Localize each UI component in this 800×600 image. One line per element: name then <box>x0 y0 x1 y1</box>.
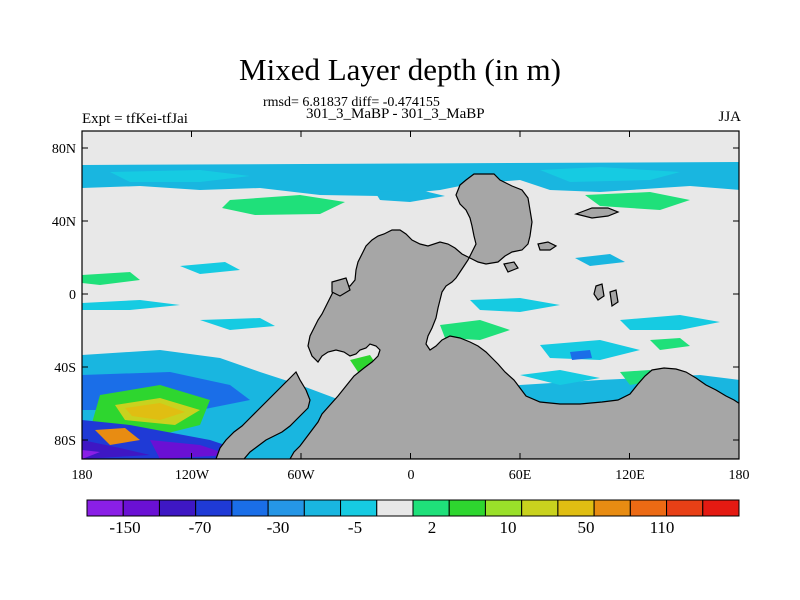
lat-tick-label: 0 <box>69 288 76 303</box>
anomaly-patch <box>150 440 230 459</box>
colorbar-swatch <box>122 499 160 517</box>
land-mass <box>503 261 519 273</box>
anomaly-patch <box>575 254 625 266</box>
colorbar-swatch <box>267 499 305 517</box>
land-mass <box>593 283 605 301</box>
land-mass <box>215 370 311 459</box>
stats-line: rmsd= 6.81837 diff= -0.474155 <box>263 95 440 110</box>
land-mass <box>609 289 619 308</box>
lon-tick-label: 60W <box>287 468 315 483</box>
land-mass <box>537 241 558 251</box>
colorbar-swatch <box>666 499 704 517</box>
colorbar-swatch <box>376 499 414 517</box>
anomaly-patch <box>570 350 592 360</box>
colorbar-label: 50 <box>578 518 595 537</box>
colorbar-swatch <box>303 499 342 517</box>
anomaly-patch <box>110 170 250 182</box>
land-mass <box>331 277 351 297</box>
anomaly-patch <box>82 450 100 459</box>
anomaly-patch <box>95 428 140 445</box>
colorbar-swatch <box>340 499 378 517</box>
anomaly-patch <box>180 262 240 274</box>
colorbar-labels: -150 -70 -30 -5 2 10 50 110 <box>109 518 674 537</box>
colorbar-swatch <box>702 499 740 517</box>
colorbar-swatch <box>557 499 595 517</box>
anomaly-patch <box>540 167 680 182</box>
lat-tick-label: 80N <box>52 142 76 157</box>
anomaly-patch <box>440 320 510 340</box>
anomaly-patch <box>620 315 720 330</box>
colorbar <box>86 499 740 517</box>
experiment-names: 301_3_MaBP - 301_3_MaBP <box>306 106 485 122</box>
colorbar-swatch <box>448 499 486 517</box>
lat-tick-label: 40S <box>54 361 76 376</box>
lon-tick-label: 0 <box>408 468 415 483</box>
colorbar-label: -150 <box>109 518 140 537</box>
anomaly-patch <box>650 338 690 350</box>
anomaly-patch <box>470 298 560 312</box>
land-mass <box>573 207 620 219</box>
land-mass <box>289 173 739 459</box>
lon-tick-label: 180 <box>729 468 750 483</box>
anomaly-patch <box>125 403 185 420</box>
colorbar-label: -70 <box>189 518 212 537</box>
colorbar-swatch <box>593 499 631 517</box>
anomaly-patch <box>82 272 140 285</box>
colorbar-label: -30 <box>267 518 290 537</box>
season-label: JJA <box>718 109 741 125</box>
lon-tick-marks <box>81 131 740 459</box>
lat-tick-label: 80S <box>54 434 76 449</box>
colorbar-swatch <box>629 499 668 517</box>
lat-tick-label: 40N <box>52 215 76 230</box>
map-title: Mixed Layer depth (in m) <box>239 52 561 87</box>
anomaly-patch <box>222 195 345 215</box>
colorbar-swatch <box>521 499 559 517</box>
land-mask <box>215 173 739 459</box>
anomaly-patch <box>82 440 150 459</box>
colorbar-label: 2 <box>428 518 437 537</box>
anomaly-patch <box>520 370 600 385</box>
colorbar-swatch <box>195 499 233 517</box>
colorbar-label: 10 <box>500 518 517 537</box>
lon-tick-label: 120E <box>615 468 645 483</box>
experiment-label: Expt = tfKei-tfJai <box>82 111 188 127</box>
anomaly-patch <box>375 190 445 202</box>
colorbar-swatch <box>484 499 523 517</box>
anomaly-patch <box>200 318 275 330</box>
lat-tick-marks <box>82 147 739 441</box>
lon-tick-label: 180 <box>72 468 93 483</box>
lon-tick-label: 60E <box>509 468 532 483</box>
lon-tick-label: 120W <box>175 468 210 483</box>
anomaly-patch <box>82 300 180 310</box>
colorbar-swatch <box>158 499 197 517</box>
colorbar-swatch <box>412 499 450 517</box>
colorbar-swatch <box>86 499 124 517</box>
colorbar-label: 110 <box>650 518 675 537</box>
colorbar-swatch <box>231 499 269 517</box>
colorbar-label: -5 <box>348 518 362 537</box>
anomaly-patch <box>585 192 690 210</box>
